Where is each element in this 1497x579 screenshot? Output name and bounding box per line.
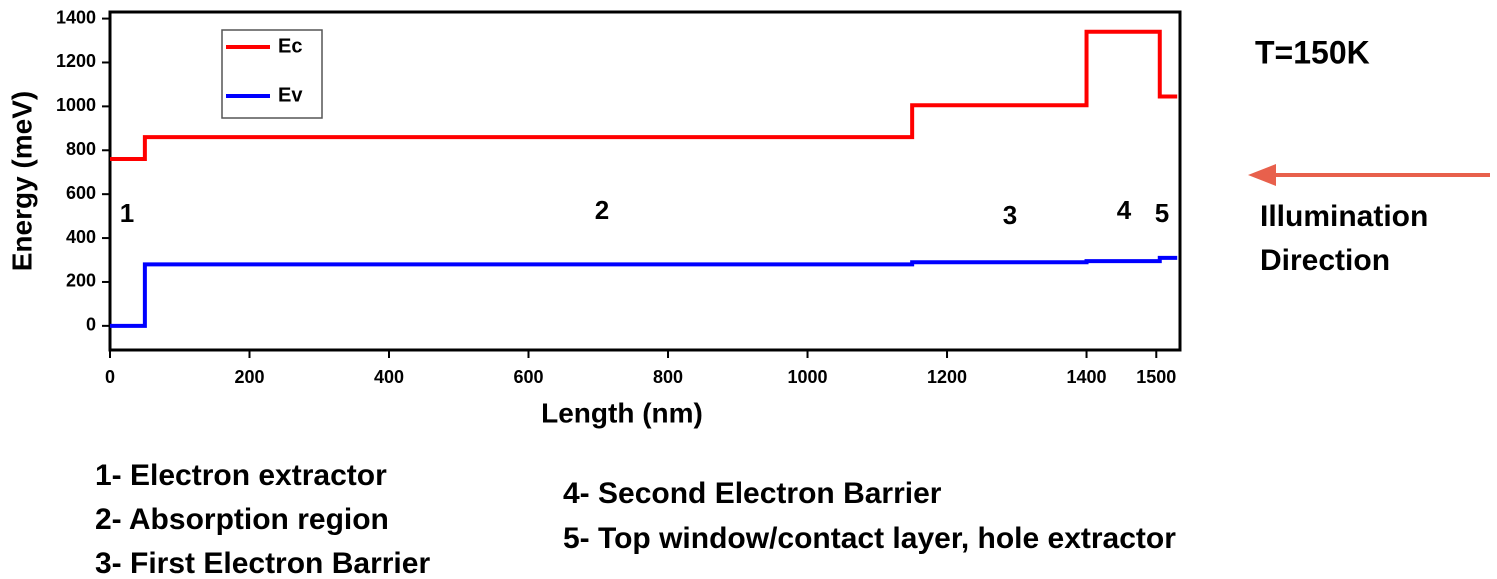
y-tick-label: 800 (66, 139, 96, 159)
series-line (110, 29, 1178, 162)
y-tick-label: 1400 (56, 7, 96, 27)
note: 4- Second Electron Barrier (563, 477, 942, 510)
x-tick-label: 1000 (787, 367, 827, 387)
note: 5- Top window/contact layer, hole extrac… (563, 522, 1176, 555)
x-tick-label: 1500 (1136, 367, 1176, 387)
y-tick-label: 200 (66, 271, 96, 291)
legend-label: Ev (278, 84, 303, 106)
x-tick-label: 200 (234, 367, 264, 387)
region-label: 2 (595, 195, 609, 225)
note: 2- Absorption region (95, 503, 389, 536)
y-axis-label: Energy (meV) (6, 91, 37, 272)
y-tick-label: 1200 (56, 51, 96, 71)
illumination-label: Illumination (1260, 200, 1428, 233)
note: 3- First Electron Barrier (95, 547, 430, 579)
y-tick-label: 0 (86, 315, 96, 335)
note: 1- Electron extractor (95, 459, 387, 492)
y-tick-label: 600 (66, 183, 96, 203)
x-tick-label: 0 (105, 367, 115, 387)
y-tick-label: 1000 (56, 95, 96, 115)
region-label: 5 (1155, 198, 1169, 228)
legend-label: Ec (278, 35, 302, 57)
region-label: 1 (120, 198, 134, 228)
x-tick-label: 800 (653, 367, 683, 387)
x-tick-label: 400 (374, 367, 404, 387)
temperature: T=150K (1255, 34, 1370, 70)
x-axis-label: Length (nm) (541, 397, 703, 428)
region-label: 3 (1003, 200, 1017, 230)
legend-box (221, 29, 323, 119)
x-tick-label: 1400 (1067, 367, 1107, 387)
plot-frame (108, 10, 1182, 352)
series-line (110, 255, 1178, 328)
region-label: 4 (1117, 195, 1132, 225)
illumination-label: Direction (1260, 244, 1390, 277)
arrow-head (1248, 164, 1276, 186)
y-tick-label: 400 (66, 227, 96, 247)
x-tick-label: 1200 (927, 367, 967, 387)
x-tick-label: 600 (513, 367, 543, 387)
